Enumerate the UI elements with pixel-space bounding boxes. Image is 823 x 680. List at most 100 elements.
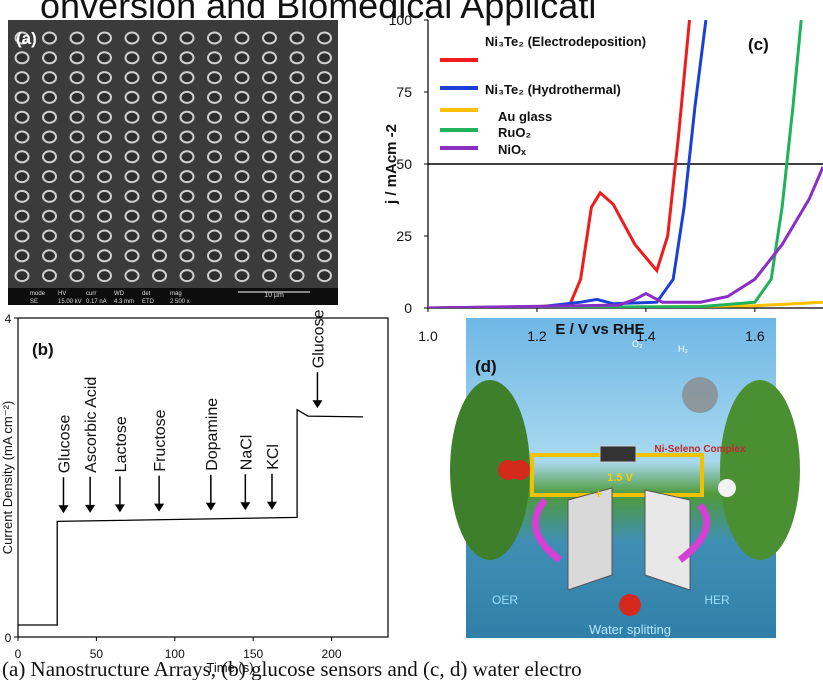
- tree: [720, 380, 800, 560]
- dot: [291, 250, 304, 261]
- dot: [98, 171, 111, 182]
- dot: [236, 231, 249, 242]
- her-label: HER: [704, 593, 730, 607]
- x-tick-label: 1.2: [527, 328, 547, 344]
- dot: [16, 250, 29, 261]
- dot: [318, 132, 331, 143]
- dot: [318, 33, 331, 44]
- dot: [43, 211, 56, 222]
- dot: [181, 132, 194, 143]
- molecule: [498, 460, 518, 480]
- dot: [263, 270, 276, 281]
- dot: [291, 211, 304, 222]
- legend-label: Au glass: [498, 109, 552, 124]
- annotation-arrowhead: [154, 504, 164, 512]
- dot: [98, 151, 111, 162]
- dot: [236, 270, 249, 281]
- dot: [236, 191, 249, 202]
- figure: onversion and Biomedical Applicati 10 µm…: [0, 0, 823, 680]
- dot: [71, 151, 84, 162]
- complex-label: Ni-Seleno Complex: [654, 444, 746, 455]
- sem-image: 10 µm (a): [8, 20, 338, 305]
- y-tick-label: 75: [396, 84, 412, 100]
- dot: [43, 92, 56, 103]
- info-value: ETD: [142, 299, 155, 305]
- dot: [153, 270, 166, 281]
- dot: [208, 52, 221, 63]
- molecule: [718, 479, 736, 497]
- y-axis-title: j / mAcm -2: [383, 124, 400, 205]
- dot: [318, 112, 331, 123]
- dot: [181, 211, 194, 222]
- dot: [318, 211, 331, 222]
- dot: [71, 72, 84, 83]
- data-line: [428, 167, 823, 308]
- dot: [126, 112, 139, 123]
- dot: [153, 211, 166, 222]
- dot: [153, 52, 166, 63]
- dot: [16, 92, 29, 103]
- dot: [71, 132, 84, 143]
- dot: [208, 250, 221, 261]
- legend-label: Ni₃Te₂ (Electrodeposition): [485, 34, 646, 49]
- dot: [16, 270, 29, 281]
- dot: [263, 231, 276, 242]
- dot: [318, 151, 331, 162]
- info-name: mode: [30, 291, 46, 297]
- sem-background: [8, 20, 338, 288]
- dot: [181, 151, 194, 162]
- dot: [236, 250, 249, 261]
- annotation-arrowhead: [206, 503, 216, 511]
- dot: [98, 191, 111, 202]
- dot: [16, 231, 29, 242]
- annotation: Ascorbic Acid: [83, 377, 100, 473]
- dot: [318, 191, 331, 202]
- annotation: Fructose: [152, 409, 169, 471]
- dot: [181, 33, 194, 44]
- legend-label: Ni₃Te₂ (Hydrothermal): [485, 82, 621, 97]
- dot: [43, 52, 56, 63]
- info-value: 15.00 kV: [58, 299, 82, 305]
- molecule: [619, 594, 641, 616]
- dot: [236, 211, 249, 222]
- dot: [318, 270, 331, 281]
- voltage-label: 1.5 V: [607, 472, 633, 484]
- dot: [208, 92, 221, 103]
- annotation-arrowhead: [115, 504, 125, 512]
- dot: [318, 52, 331, 63]
- dot: [98, 270, 111, 281]
- y-tick-label: 4: [5, 312, 12, 326]
- dot: [181, 191, 194, 202]
- dot: [208, 112, 221, 123]
- dot: [236, 92, 249, 103]
- dot: [153, 151, 166, 162]
- dot: [208, 151, 221, 162]
- dot: [43, 112, 56, 123]
- dot: [16, 132, 29, 143]
- dot: [16, 151, 29, 162]
- dot: [43, 132, 56, 143]
- dot: [16, 211, 29, 222]
- dot: [263, 191, 276, 202]
- dot: [43, 270, 56, 281]
- panel-label: (a): [16, 29, 37, 48]
- y-axis-title: Current Density (mA cm⁻²): [0, 401, 15, 555]
- dot: [126, 250, 139, 261]
- dot: [181, 92, 194, 103]
- y-tick-label: 0: [5, 631, 12, 645]
- dot: [153, 171, 166, 182]
- dot: [153, 72, 166, 83]
- dot: [153, 191, 166, 202]
- dot: [98, 132, 111, 143]
- dot: [43, 72, 56, 83]
- dot: [263, 151, 276, 162]
- dot: [71, 211, 84, 222]
- dot: [318, 250, 331, 261]
- dot: [126, 191, 139, 202]
- x-tick-label: 1.6: [745, 328, 765, 344]
- info-name: curr: [86, 291, 96, 297]
- y-tick-label: 0: [404, 300, 412, 316]
- dot: [153, 33, 166, 44]
- dot: [236, 52, 249, 63]
- dot: [208, 72, 221, 83]
